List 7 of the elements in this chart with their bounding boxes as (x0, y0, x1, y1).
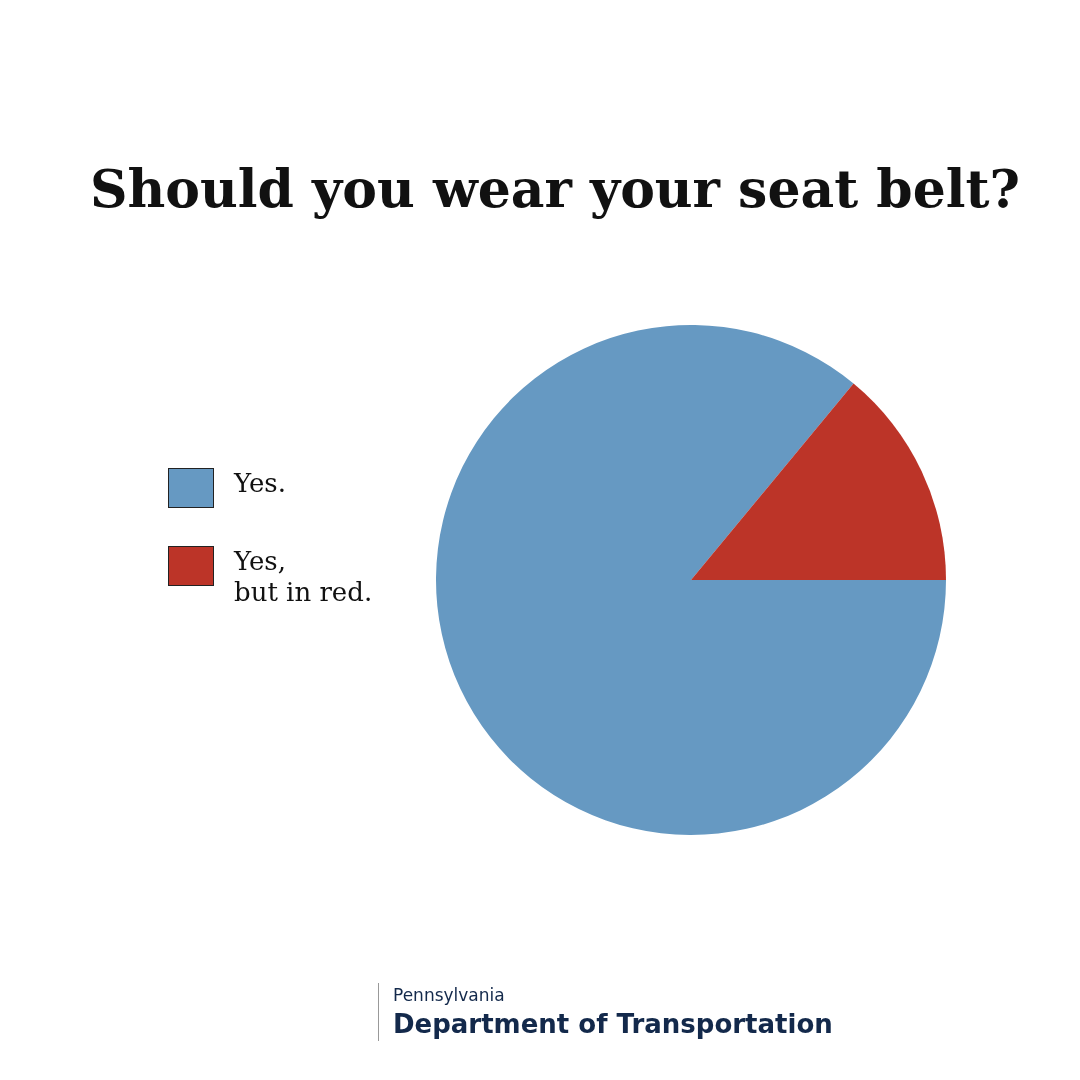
legend-label: Yes, but in red. (234, 546, 373, 608)
pie-slice (436, 325, 946, 835)
legend-label: Yes. (234, 468, 286, 499)
pie-slice (691, 383, 946, 580)
text: Department of Transportation (393, 1008, 833, 1041)
text: Pennsylvania (393, 984, 506, 1007)
chart-title: Should you wear your seat belt? (89, 158, 1021, 219)
